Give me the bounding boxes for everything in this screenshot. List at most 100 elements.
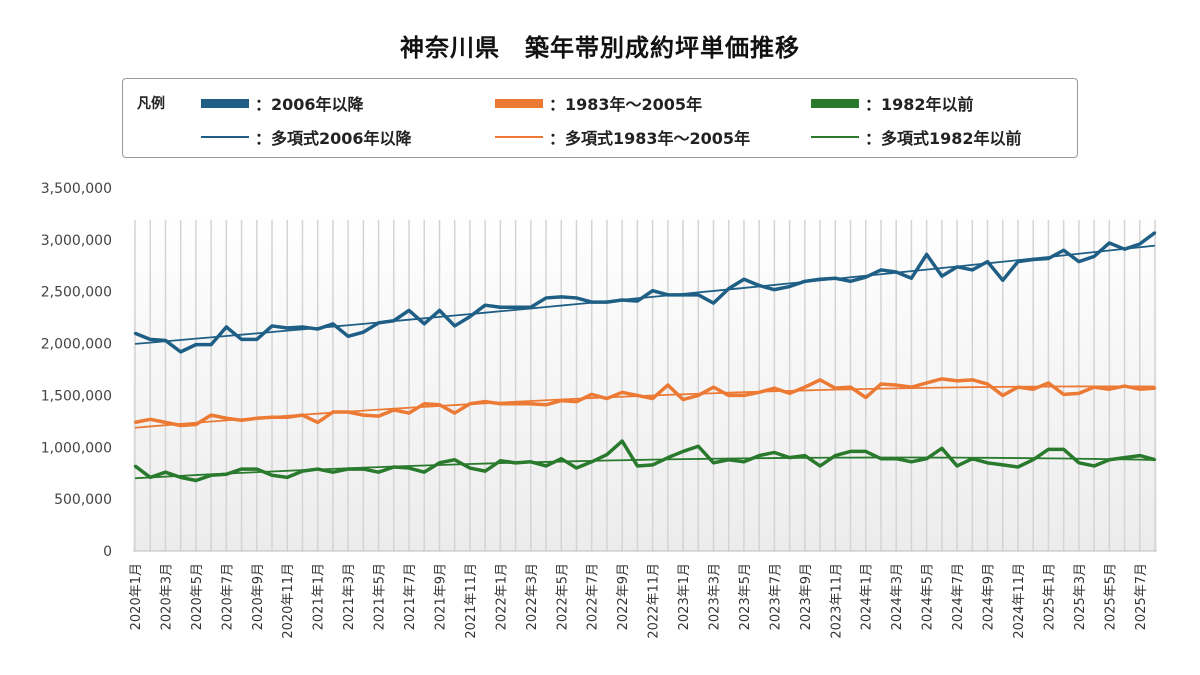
data-point [605, 397, 609, 400]
data-point [834, 386, 837, 390]
data-point [666, 293, 670, 297]
data-point [438, 461, 441, 465]
data-point [255, 467, 258, 471]
data-point [423, 402, 426, 405]
data-point [377, 470, 380, 474]
data-point [286, 416, 289, 419]
series-line-2 [133, 439, 1156, 483]
data-point [209, 413, 213, 417]
data-point [392, 465, 396, 469]
x-tick-label: 2021年1月 [312, 563, 327, 630]
x-tick-label: 2023年5月 [738, 563, 753, 630]
legend-label: ：多項式2006年以降 [255, 129, 412, 148]
legend-swatch [201, 136, 249, 138]
x-tick-label: 2022年11月 [647, 563, 662, 639]
legend-item-2006: ：2006年以降 [201, 91, 364, 115]
data-point [849, 450, 852, 453]
data-point [544, 403, 548, 406]
y-tick-label: 0 [103, 544, 112, 560]
data-point [499, 402, 502, 405]
data-point [986, 461, 989, 465]
x-tick-label: 2021年9月 [433, 563, 448, 630]
data-point [1153, 458, 1157, 461]
data-point [1138, 454, 1141, 457]
data-point [864, 275, 867, 279]
data-point [1108, 241, 1111, 245]
data-point [1123, 456, 1126, 459]
legend-title: 凡例 [137, 96, 165, 112]
data-point [1092, 385, 1096, 389]
data-point [757, 454, 761, 457]
data-point [818, 464, 822, 468]
x-tick-label: 2020年5月 [190, 563, 205, 630]
data-point [636, 394, 639, 397]
x-tick-label: 2021年7月 [403, 563, 418, 630]
data-point [270, 416, 274, 419]
x-tick-label: 2024年3月 [890, 563, 905, 630]
data-point [331, 322, 335, 326]
data-point [316, 327, 319, 331]
x-tick-label: 2021年11月 [464, 563, 479, 639]
data-point [194, 423, 198, 426]
data-point [240, 419, 243, 422]
data-point [179, 350, 182, 354]
legend-swatch [201, 98, 249, 108]
data-point [1001, 279, 1004, 282]
data-point [194, 479, 198, 482]
x-tick-label: 2024年11月 [1012, 563, 1027, 639]
data-point [133, 464, 137, 468]
data-point [209, 474, 213, 477]
data-point [331, 470, 335, 474]
legend-swatch [495, 136, 543, 138]
data-point [255, 417, 258, 420]
series-line-1 [134, 377, 1156, 428]
data-point [529, 402, 533, 405]
data-point [316, 421, 319, 424]
data-point [575, 466, 578, 470]
data-point [727, 287, 730, 290]
data-point [1092, 255, 1096, 258]
legend-label: ：多項式1983年～2005年 [549, 129, 751, 148]
data-point [377, 414, 380, 418]
data-point [149, 418, 152, 421]
legend-item-1983: ：1983年～2005年 [495, 91, 702, 115]
x-tick-label: 2021年5月 [373, 563, 388, 630]
legend-label: ：1982年以前 [865, 95, 974, 114]
data-point [1138, 388, 1141, 391]
data-point [164, 421, 167, 424]
x-tick-label: 2022年9月 [616, 563, 631, 630]
data-point [910, 460, 913, 464]
data-point [697, 293, 700, 297]
data-point [544, 296, 548, 300]
data-point [560, 457, 563, 460]
data-point [331, 410, 335, 414]
legend-swatch [811, 136, 859, 138]
data-point [986, 260, 989, 263]
data-point [940, 447, 944, 450]
data-point [971, 268, 974, 272]
x-tick-label: 2020年1月 [129, 563, 144, 630]
data-point [468, 315, 472, 318]
data-point [362, 467, 365, 471]
data-point [1092, 464, 1096, 468]
data-point [636, 299, 639, 303]
data-point [788, 456, 791, 459]
data-point [971, 457, 974, 460]
data-point [636, 464, 639, 468]
legend-label: ：多項式1982年以前 [865, 129, 1022, 148]
legend-item-1982: ：1982年以前 [811, 91, 974, 115]
data-point [1062, 448, 1065, 451]
data-point [1123, 384, 1126, 388]
x-tick-label: 2020年7月 [220, 563, 235, 630]
data-point [1047, 381, 1050, 385]
data-point [697, 445, 700, 448]
data-point [681, 398, 685, 401]
data-point [270, 324, 274, 328]
x-tick-label: 2025年5月 [1103, 563, 1118, 630]
data-point [438, 309, 441, 312]
data-point [910, 277, 913, 280]
data-point [1077, 260, 1081, 263]
x-tick-label: 2023年3月 [708, 563, 723, 630]
series-line-0 [134, 231, 1157, 354]
data-point [346, 410, 350, 414]
